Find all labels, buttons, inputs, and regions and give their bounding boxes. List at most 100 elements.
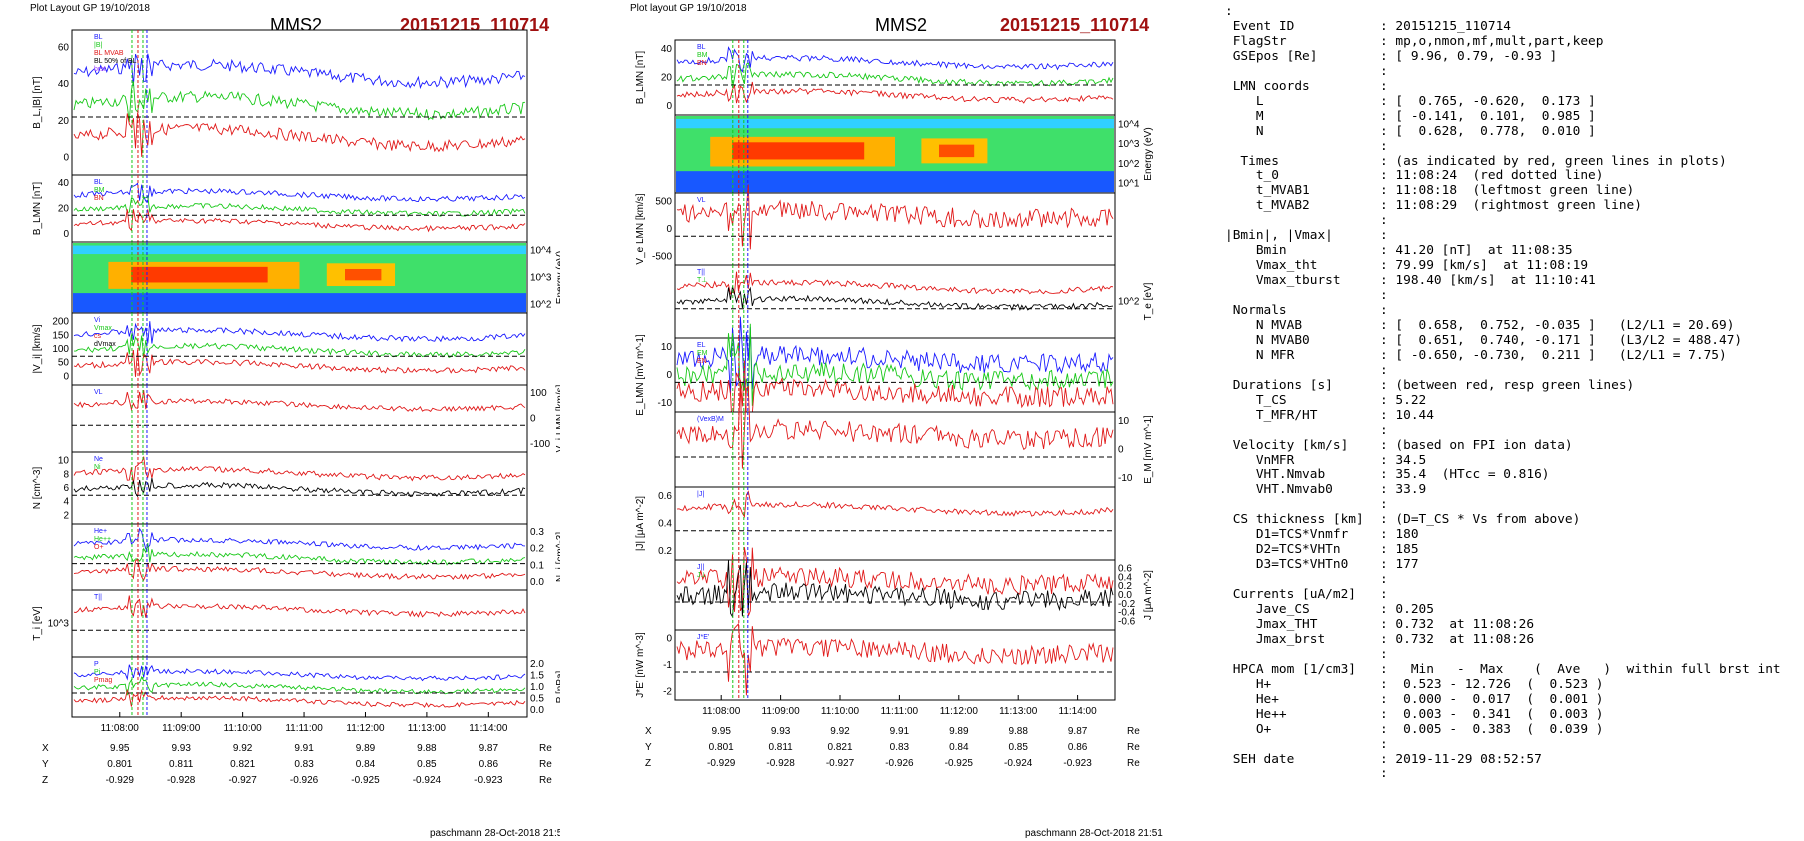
y-tick-label: 40 [58, 79, 70, 90]
y-tick-label: 0.2 [658, 546, 672, 557]
info-value: : 2019-11-29 08:52:57 [1380, 751, 1542, 767]
middle-plot-figure: Plot layout GP 19/10/2018 MMS2 20151215_11… [630, 3, 1163, 839]
x-tick-label: 11:13:00 [408, 723, 447, 734]
ephemeris-value: -0.923 [1063, 758, 1092, 769]
info-value: : 79.99 [km/s] at 11:08:19 [1380, 258, 1589, 274]
legend-entry: (VexB)M [697, 416, 724, 423]
ephemeris-row-name: Y [645, 742, 652, 753]
ephemeris-value: -0.927 [826, 758, 855, 769]
data-series-line [73, 456, 526, 484]
data-series-line [73, 349, 526, 377]
spectrogram-core-region-2 [939, 144, 975, 158]
info-value: : [1380, 78, 1388, 94]
legend-entry: Pi [94, 669, 101, 676]
y-axis-label: T_i [eV] [32, 606, 43, 641]
y-tick-label: 40 [661, 44, 673, 55]
data-series-line [73, 558, 526, 581]
x-tick-label: 11:11:00 [881, 706, 919, 717]
legend-entry: T|| [697, 269, 705, 276]
info-value: : 185 [1380, 542, 1419, 558]
info-value: : 41.20 [nT] at 11:08:35 [1380, 243, 1573, 259]
y-tick-label: 10^3 [48, 619, 70, 630]
info-value: : [1380, 736, 1388, 752]
ephemeris-value: 9.95 [711, 726, 731, 737]
ephemeris-row-name: X [42, 743, 49, 754]
y-axis-label: N_i [cm^-3] [555, 532, 560, 582]
spectrogram-core-region [732, 142, 865, 160]
y-tick-label: 200 [52, 317, 69, 328]
data-series-line [73, 527, 526, 551]
info-value: : [1380, 288, 1388, 304]
info-key: He+ [1225, 691, 1279, 707]
info-key: L [1225, 93, 1264, 109]
info-key: T_MFR/HT [1225, 407, 1318, 423]
legend-entry: |B| [94, 42, 102, 49]
ephemeris-value: -0.924 [1004, 758, 1033, 769]
y-tick-label: 20 [58, 204, 70, 215]
y-tick-label: -0.4 [1118, 608, 1136, 619]
data-series-line [676, 184, 1114, 250]
info-key: Currents [uA/m2] [1225, 587, 1356, 603]
ephemeris-value: 9.89 [949, 726, 969, 737]
data-series-line [676, 323, 1114, 406]
y-tick-label: 10^1 [1118, 179, 1140, 190]
y-tick-label: 0 [666, 370, 672, 381]
y-tick-label: 0.0 [1118, 590, 1132, 601]
y-tick-label: 10^4 [530, 246, 552, 257]
y-tick-label: 2.0 [530, 659, 544, 670]
data-series-line [73, 664, 526, 682]
info-key: T_CS [1225, 392, 1287, 408]
legend-entry: BL [94, 34, 103, 41]
legend-entry: Vmax [94, 325, 112, 332]
y-tick-label: 0.6 [1118, 563, 1132, 574]
y-axis-label: E_LMN [mV m^-1] [635, 334, 646, 416]
ephemeris-value: 0.811 [768, 742, 793, 753]
info-value: : (D=T_CS * Vs from above) [1380, 512, 1581, 528]
info-value: : 0.732 at 11:08:26 [1380, 631, 1535, 647]
info-value: : 11:08:18 (leftmost green line) [1380, 183, 1635, 199]
y-tick-label: 100 [530, 388, 547, 399]
data-series-line [676, 286, 1114, 312]
info-value: : 11:08:24 (red dotted line) [1380, 168, 1604, 184]
y-tick-label: 10^2 [530, 299, 552, 310]
x-tick-label: 11:08:00 [702, 706, 741, 717]
y-tick-label: 10^4 [1118, 119, 1140, 130]
y-tick-label: 0 [1118, 445, 1124, 456]
data-series-line [73, 675, 526, 696]
info-value: : [1380, 303, 1388, 318]
y-tick-label: 0 [530, 414, 536, 425]
legend-entry: He+ [94, 528, 107, 535]
info-value: : [ 0.658, 0.752, -0.035 ] (L2/L1 = 20.6… [1380, 317, 1735, 333]
legend-entry: BL [697, 44, 706, 51]
data-series-line [676, 560, 1114, 619]
y-tick-label: 10 [661, 342, 673, 353]
y-axis-label: B_LMN [nT] [32, 182, 43, 236]
ephemeris-value: -0.925 [945, 758, 974, 769]
info-key: t_0 [1225, 168, 1279, 184]
info-value: : [1380, 497, 1388, 513]
info-value: : [1380, 766, 1388, 782]
ephemeris-unit: Re [1127, 742, 1140, 753]
y-tick-label: 0 [666, 101, 672, 112]
ephemeris-value: -0.924 [413, 775, 442, 786]
info-value: : 198.40 [km/s] at 11:10:41 [1380, 273, 1596, 289]
info-value: : 177 [1380, 557, 1419, 573]
y-tick-label: -0.6 [1118, 617, 1136, 628]
info-value: : 0.523 - 12.726 ( 0.523 ) [1380, 676, 1604, 692]
y-axis-label: E_M [mV m^-1] [1143, 415, 1154, 484]
info-value: : (as indicated by red, green lines in p… [1380, 153, 1727, 169]
figure-event-title: 20151215_110714 [1000, 15, 1149, 35]
info-value: : [ 0.651, 0.740, -0.171 ] (L3/L2 = 488.… [1380, 332, 1743, 348]
panel-frame [674, 559, 1116, 631]
info-value: : 20151215_110714 [1380, 18, 1511, 34]
info-value: : 0.732 at 11:08:26 [1380, 616, 1535, 632]
data-series-line [676, 62, 1114, 88]
legend-entry: BL 50% of BL [94, 58, 137, 65]
data-series-line [73, 334, 526, 358]
y-tick-label: -10 [1118, 473, 1133, 484]
info-key: Jmax_brst [1225, 631, 1326, 647]
info-key: D1=TCS*Vnmfr [1225, 527, 1349, 543]
data-series-line [676, 271, 1114, 295]
ephemeris-value: 0.85 [1008, 742, 1028, 753]
